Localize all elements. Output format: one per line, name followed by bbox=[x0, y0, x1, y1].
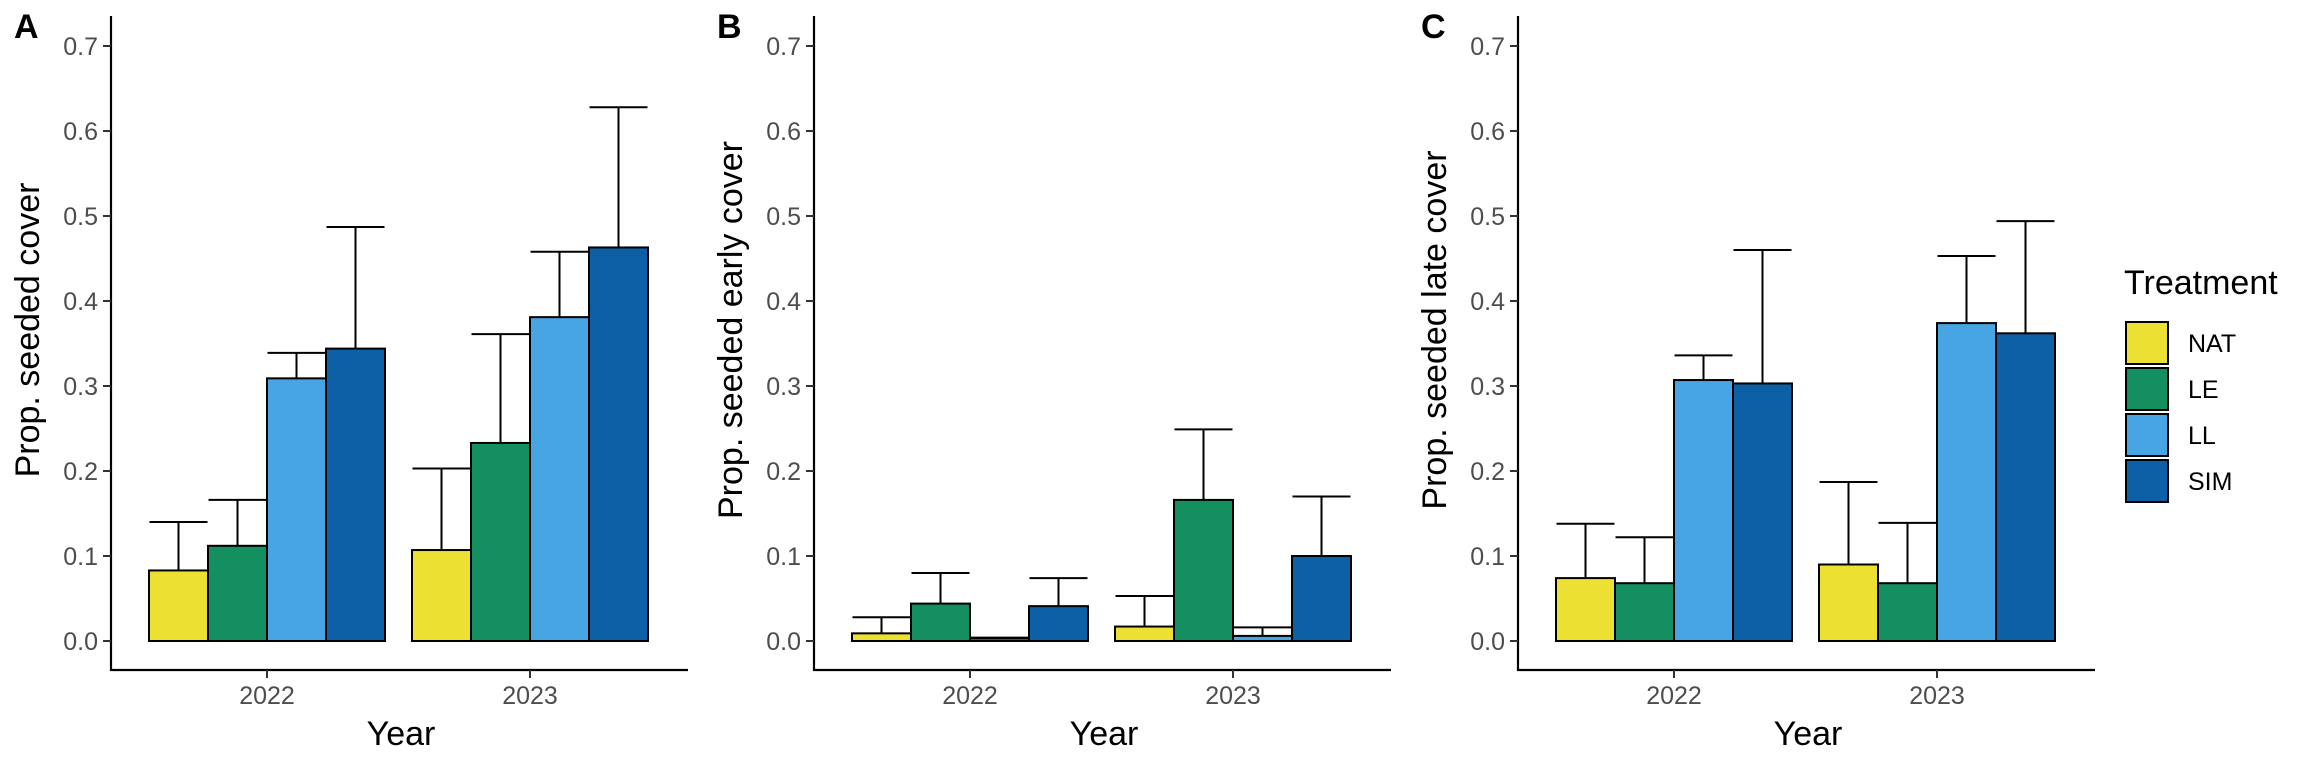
bar-ll-2023 bbox=[1936, 322, 1997, 642]
y-tick-label: 0.4 bbox=[766, 288, 801, 316]
bar-sim-2022 bbox=[1732, 382, 1793, 642]
bar-le-2023 bbox=[470, 441, 531, 643]
bar-nat-2023 bbox=[1818, 563, 1879, 642]
x-axis-title: Year bbox=[1774, 715, 1843, 753]
legend-label: SIM bbox=[2188, 468, 2232, 496]
bar-le-2022 bbox=[1614, 582, 1675, 643]
x-axis-title: Year bbox=[1070, 715, 1139, 753]
y-tick-label: 0.7 bbox=[63, 33, 98, 61]
bar-ll-2023 bbox=[529, 316, 590, 642]
y-tick-label: 0.5 bbox=[63, 203, 98, 231]
y-tick-label: 0.6 bbox=[766, 118, 801, 146]
bar-sim-2023 bbox=[1291, 555, 1352, 642]
y-tick-label: 0.3 bbox=[1470, 373, 1505, 401]
y-tick-label: 0.0 bbox=[63, 628, 98, 656]
x-tick-label: 2022 bbox=[942, 682, 998, 710]
y-tick-label: 0.0 bbox=[766, 628, 801, 656]
panel-letter: A bbox=[14, 8, 39, 46]
x-tick-label: 2023 bbox=[502, 682, 558, 710]
y-tick-label: 0.4 bbox=[63, 288, 98, 316]
bar-sim-2022 bbox=[325, 347, 386, 642]
y-tick-label: 0.4 bbox=[1470, 288, 1505, 316]
y-tick-label: 0.1 bbox=[766, 543, 801, 571]
bar-nat-2023 bbox=[411, 549, 472, 642]
bar-le-2022 bbox=[207, 544, 268, 642]
bar-nat-2022 bbox=[148, 569, 209, 643]
bar-sim-2023 bbox=[588, 246, 649, 642]
x-tick-label: 2023 bbox=[1909, 682, 1965, 710]
y-tick-label: 0.6 bbox=[63, 118, 98, 146]
bar-nat-2022 bbox=[1555, 577, 1616, 642]
bar-ll-2022 bbox=[266, 377, 327, 642]
y-tick-label: 0.3 bbox=[63, 373, 98, 401]
panel-letter: C bbox=[1421, 8, 1446, 46]
y-tick-label: 0.1 bbox=[63, 543, 98, 571]
y-tick-label: 0.6 bbox=[1470, 118, 1505, 146]
legend-title: Treatment bbox=[2124, 264, 2278, 302]
y-tick-label: 0.2 bbox=[766, 458, 801, 486]
panel-a: A 0.0 0.1 0.2 0.3 0.4 0.5 0.6 0.7 2022 2023 Year Pro… bbox=[9, 8, 688, 753]
panel-c: C 0.0 0.1 0.2 0.3 0.4 0.5 0.6 0.7 2022 2023 Year Pro… bbox=[1416, 8, 2095, 753]
legend-key-sim bbox=[2125, 459, 2169, 503]
y-tick-label: 0.5 bbox=[1470, 203, 1505, 231]
legend-key-ll bbox=[2125, 413, 2169, 457]
bar-nat-2022 bbox=[851, 632, 912, 642]
y-axis-title: Prop. seeded early cover bbox=[712, 141, 750, 519]
bar-ll-2023 bbox=[1232, 634, 1293, 643]
y-tick-label: 0.2 bbox=[1470, 458, 1505, 486]
y-tick-label: 0.7 bbox=[766, 33, 801, 61]
bar-sim-2023 bbox=[1995, 332, 2056, 642]
legend-label: LL bbox=[2188, 422, 2216, 450]
y-tick-label: 0.1 bbox=[1470, 543, 1505, 571]
y-tick-label: 0.5 bbox=[766, 203, 801, 231]
bar-le-2023 bbox=[1173, 498, 1234, 642]
y-tick-label: 0.3 bbox=[766, 373, 801, 401]
legend-key-le bbox=[2125, 367, 2169, 411]
panel-letter: B bbox=[717, 8, 742, 46]
bar-ll-2022 bbox=[969, 637, 1030, 643]
legend: Treatment NAT LE LL SIM bbox=[2124, 264, 2278, 503]
bar-nat-2023 bbox=[1114, 625, 1175, 642]
legend-label: NAT bbox=[2188, 330, 2236, 358]
y-tick-label: 0.7 bbox=[1470, 33, 1505, 61]
x-axis-title: Year bbox=[367, 715, 436, 753]
panel-b: B 0.0 0.1 0.2 0.3 0.4 0.5 0.6 0.7 2022 2023 Year Pro… bbox=[712, 8, 1391, 753]
y-axis-title: Prop. seeded cover bbox=[9, 183, 47, 478]
legend-key-nat bbox=[2125, 321, 2169, 365]
x-tick-label: 2023 bbox=[1205, 682, 1261, 710]
y-tick-label: 0.2 bbox=[63, 458, 98, 486]
bar-ll-2022 bbox=[1673, 379, 1734, 642]
bar-le-2023 bbox=[1877, 582, 1938, 643]
legend-label: LE bbox=[2188, 376, 2219, 404]
y-axis-title: Prop. seeded late cover bbox=[1416, 150, 1454, 509]
x-tick-label: 2022 bbox=[1646, 682, 1702, 710]
y-tick-label: 0.0 bbox=[1470, 628, 1505, 656]
bar-sim-2022 bbox=[1028, 605, 1089, 643]
panels: A 0.0 0.1 0.2 0.3 0.4 0.5 0.6 0.7 2022 2023 Year Pro… bbox=[9, 8, 2095, 753]
x-tick-label: 2022 bbox=[239, 682, 295, 710]
bar-le-2022 bbox=[910, 602, 971, 642]
